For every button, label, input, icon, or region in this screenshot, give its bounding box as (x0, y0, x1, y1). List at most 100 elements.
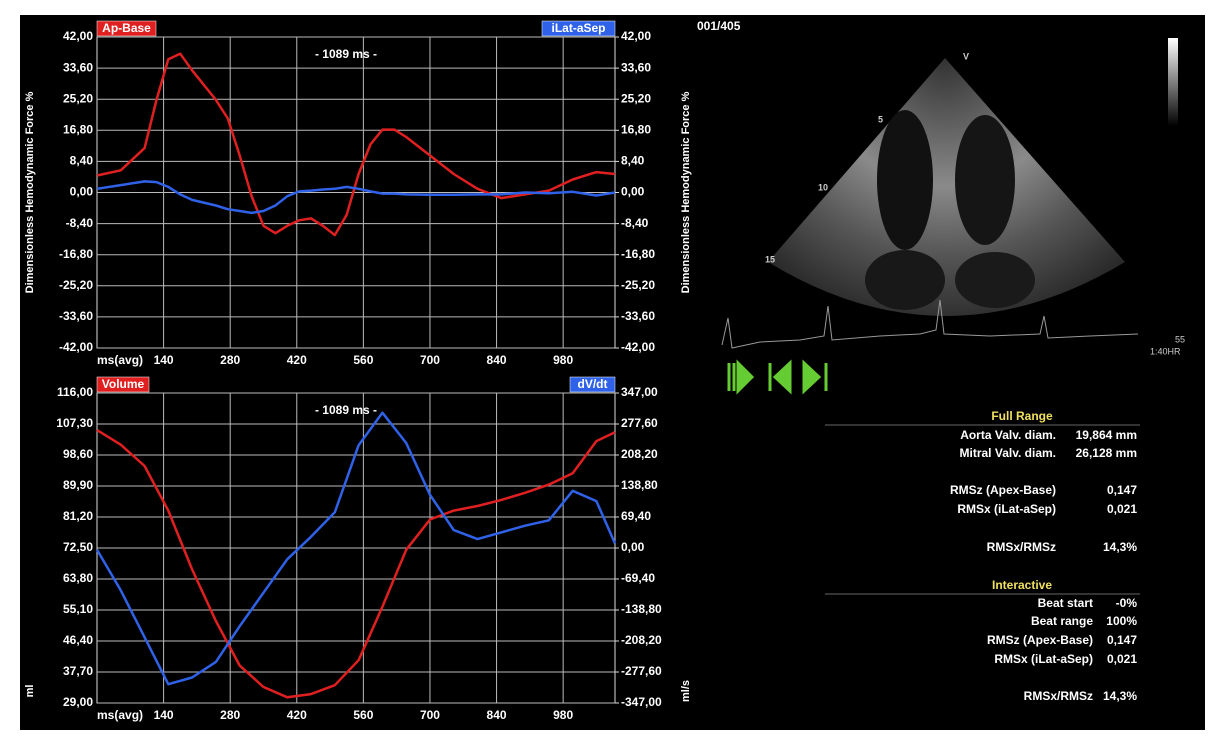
x-tick-label: 280 (220, 708, 240, 722)
y-tick-label: 98,60 (63, 447, 93, 461)
y2-tick-label: 277,60 (621, 416, 658, 430)
legend-swatch (96, 20, 157, 37)
depth-label: 10 (818, 182, 828, 192)
y-tick-label: 37,70 (63, 664, 93, 678)
section-title: Interactive (992, 578, 1052, 592)
depth-label: 15 (765, 254, 775, 264)
row-label: RMSx (iLat-aSep) (994, 652, 1093, 666)
y2-tick-label: -8,40 (621, 216, 649, 230)
row-value: 19,864 mm (1076, 428, 1137, 442)
echo-chamber (865, 250, 945, 310)
y2-axis-label: Dimensionless Hemodynamic Force % (680, 91, 692, 293)
y-tick-label: -25,20 (59, 278, 93, 292)
legend-label: Volume (102, 377, 145, 391)
y2-tick-label: 347,00 (621, 385, 658, 399)
y-tick-label: 72,50 (63, 540, 93, 554)
row-label: RMSx/RMSz (1024, 689, 1093, 703)
row-label: RMSx/RMSz (987, 540, 1056, 554)
depth-label: V (963, 51, 969, 61)
y2-axis-label: ml/s (680, 680, 692, 702)
depth-label: 5 (878, 114, 883, 124)
playback-controls[interactable] (727, 359, 828, 395)
play-button[interactable] (727, 359, 755, 395)
legend-label: Ap-Base (102, 21, 151, 35)
row-value: 0,021 (1107, 502, 1137, 516)
heart-rate-label: 1:40HR (1150, 346, 1181, 356)
frame-counter: 001/405 (697, 19, 741, 33)
legend-label: iLat-aSep (551, 21, 605, 35)
row-label: RMSx (iLat-aSep) (957, 502, 1056, 516)
row-value: 14,3% (1103, 540, 1137, 554)
y-axis-label: Dimensionless Hemodynamic Force % (24, 91, 36, 293)
y2-tick-label: 0,00 (621, 540, 645, 554)
x-tick-label: 280 (220, 353, 240, 367)
previous-button[interactable] (768, 359, 792, 395)
y-tick-label: 42,00 (63, 29, 93, 43)
row-value: 0,147 (1107, 633, 1137, 647)
annotation: - 1089 ms - (315, 47, 377, 61)
legend-swatch (96, 376, 150, 393)
y-tick-label: 29,00 (63, 695, 93, 709)
x-tick-label: 140 (154, 708, 174, 722)
series-line (95, 411, 617, 686)
y-tick-label: -16,80 (59, 247, 93, 261)
x-tick-label: 140 (154, 353, 174, 367)
next-button[interactable] (802, 359, 828, 395)
y2-tick-label: -25,20 (621, 278, 655, 292)
row-label: RMSz (Apex-Base) (950, 483, 1056, 497)
legend-swatch (541, 20, 616, 37)
x-tick-label: 420 (287, 353, 307, 367)
x-tick-label: 420 (287, 708, 307, 722)
echo-chamber (955, 115, 1015, 245)
echo-sector (768, 58, 1125, 316)
background (20, 15, 1205, 730)
y2-tick-label: 0,00 (621, 185, 645, 199)
row-label: Mitral Valv. diam. (960, 446, 1056, 460)
x-axis-label: ms(avg) (97, 708, 143, 722)
gray-scale-bar (1168, 38, 1178, 126)
y2-tick-label: -69,40 (621, 571, 655, 585)
y2-tick-label: -208,20 (621, 633, 662, 647)
y2-tick-label: -138,80 (621, 602, 662, 616)
annotation: - 1089 ms - (315, 403, 377, 417)
x-tick-label: 840 (487, 708, 507, 722)
y-tick-label: 55,10 (63, 602, 93, 616)
echo-view (721, 38, 1178, 349)
row-label: Aorta Valv. diam. (960, 428, 1056, 442)
y-tick-label: 107,30 (56, 416, 93, 430)
y2-tick-label: 138,80 (621, 478, 658, 492)
y-tick-label: 116,00 (57, 385, 93, 399)
y2-tick-label: 16,80 (621, 122, 651, 136)
row-value: 26,128 mm (1076, 446, 1137, 460)
y-tick-label: 81,20 (63, 509, 93, 523)
x-tick-label: 980 (553, 708, 573, 722)
y-tick-label: 0,00 (70, 185, 94, 199)
legend-label: dV/dt (578, 377, 608, 391)
row-label: RMSz (Apex-Base) (987, 633, 1093, 647)
y-tick-label: 89,90 (63, 478, 93, 492)
x-tick-label: 980 (553, 353, 573, 367)
y-tick-label: 25,20 (63, 91, 93, 105)
y-tick-label: -8,40 (66, 216, 94, 230)
row-value: 0,021 (1107, 652, 1137, 666)
row-value: 0,147 (1107, 483, 1137, 497)
heart-rate: 55 (1175, 334, 1185, 344)
y2-tick-label: -33,60 (621, 309, 655, 323)
x-tick-label: 700 (420, 708, 440, 722)
y2-tick-label: 33,60 (621, 60, 651, 74)
y2-tick-label: 42,00 (621, 29, 651, 43)
echo-chamber (877, 110, 933, 250)
legend-swatch (569, 376, 616, 393)
y2-tick-label: -42,00 (621, 340, 655, 354)
ecg-trace (721, 299, 1139, 349)
y2-tick-label: 25,20 (621, 91, 651, 105)
y-tick-label: 46,40 (63, 633, 93, 647)
y-tick-label: -42,00 (59, 340, 93, 354)
x-tick-label: 560 (353, 708, 373, 722)
y2-tick-label: 8,40 (621, 154, 645, 168)
y-tick-label: 33,60 (63, 60, 93, 74)
y-tick-label: -33,60 (59, 309, 93, 323)
row-label: Beat range (1031, 614, 1093, 628)
y-tick-label: 16,80 (63, 122, 93, 136)
